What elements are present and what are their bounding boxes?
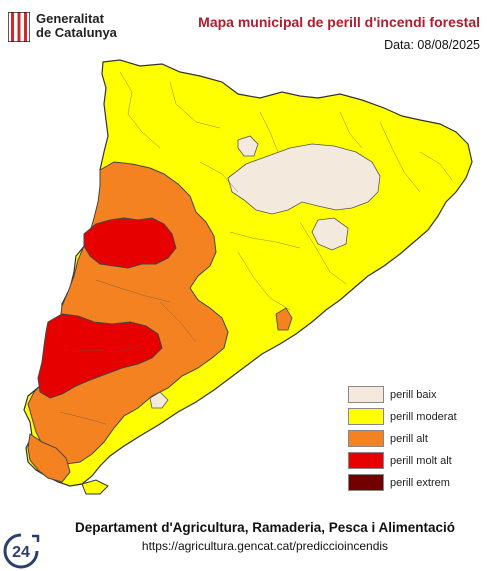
department-name: Departament d'Agricultura, Ramaderia, Pe… bbox=[74, 520, 456, 535]
municipal-boundaries bbox=[59, 71, 453, 425]
channel-24-logo: 24 bbox=[3, 533, 40, 569]
region-alt-east bbox=[275, 307, 293, 331]
logo-line2: de Catalunya bbox=[36, 25, 117, 40]
legend-label-extrem: perill extrem bbox=[390, 476, 450, 489]
map-date: Data: 08/08/2025 bbox=[384, 38, 480, 52]
map-title: Mapa municipal de perill d'incendi fores… bbox=[198, 14, 480, 30]
region-baix-north bbox=[227, 143, 381, 215]
legend-item-molt-alt: perill molt alt bbox=[348, 450, 468, 471]
legend-item-moderat: perill moderat bbox=[348, 406, 468, 427]
legend-swatch-baix bbox=[348, 386, 384, 403]
logo-line1: Generalitat bbox=[36, 11, 104, 26]
senyera-icon bbox=[8, 12, 30, 42]
region-alt-west bbox=[27, 161, 229, 465]
catalonia-risk-map bbox=[23, 59, 473, 495]
legend-item-extrem: perill extrem bbox=[348, 472, 468, 493]
legend-swatch-moderat bbox=[348, 408, 384, 425]
legend-swatch-molt-alt bbox=[348, 452, 384, 469]
legend-swatch-extrem bbox=[348, 474, 384, 491]
logo-text: Generalitat de Catalunya bbox=[36, 12, 117, 40]
region-baix-small1 bbox=[237, 135, 259, 157]
legend-label-moderat: perill moderat bbox=[390, 410, 457, 423]
map-legend: perill baix perill moderat perill alt pe… bbox=[348, 384, 468, 494]
region-molt-alt-south bbox=[37, 313, 163, 399]
legend-label-alt: perill alt bbox=[390, 432, 428, 445]
region-alt-south bbox=[27, 433, 71, 483]
generalitat-logo: Generalitat de Catalunya bbox=[8, 10, 148, 46]
ebro-delta bbox=[81, 479, 109, 495]
legend-label-molt-alt: perill molt alt bbox=[390, 454, 452, 467]
source-url[interactable]: https://agricultura.gencat.cat/prediccio… bbox=[141, 539, 389, 553]
legend-swatch-alt bbox=[348, 430, 384, 447]
legend-item-alt: perill alt bbox=[348, 428, 468, 449]
region-baix-small2 bbox=[311, 217, 349, 251]
legend-label-baix: perill baix bbox=[390, 388, 437, 401]
badge-text: 24 bbox=[12, 544, 30, 561]
region-molt-alt-north bbox=[83, 217, 177, 269]
legend-item-baix: perill baix bbox=[348, 384, 468, 405]
